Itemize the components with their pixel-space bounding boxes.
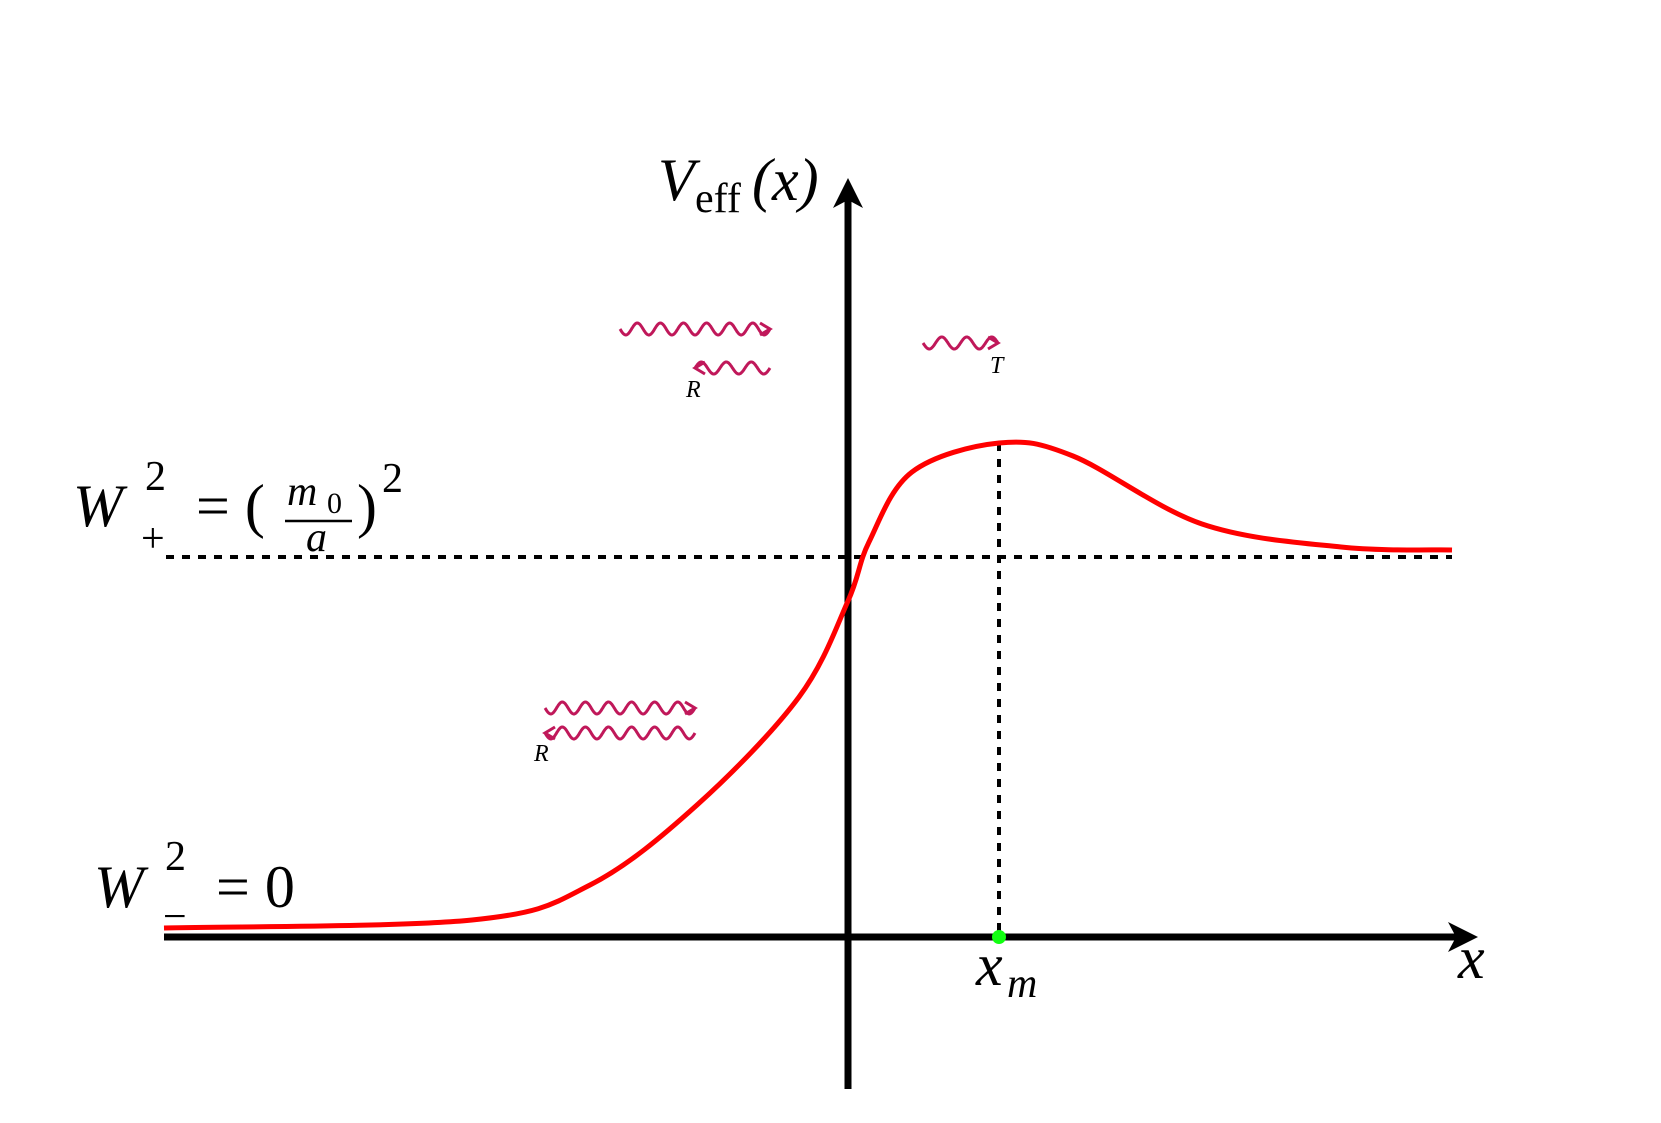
level-power: 2 [382,456,403,502]
level-close: ) [357,473,377,539]
level-equals: = 0 [216,854,295,920]
marker-symbol: x [975,932,1003,998]
level-subscript: − [163,894,187,940]
wave-label: T [990,353,1005,379]
level-subscript: + [141,516,165,562]
level-equals: = ( [196,473,265,539]
fraction-numerator-subscript: 0 [327,487,342,520]
wave-arrow [542,725,697,741]
level-superscript: 2 [165,834,186,880]
wave-arrow [618,321,773,337]
y-axis-arrow [833,178,863,208]
wave-arrow [692,360,772,376]
level-symbol: W [94,854,149,920]
wave-arrow [921,335,1001,351]
fraction-numerator: m [287,469,317,515]
potential-curve [163,439,1453,931]
level-symbol: W [73,473,128,539]
marker-subscript: m [1007,961,1037,1007]
x-axis-label: x [1457,925,1485,991]
level-superscript: 2 [145,454,166,500]
wave-label: R [533,741,549,767]
wave-arrows [542,321,1001,741]
wave-label: R [685,377,701,403]
fraction-denominator: a [306,515,327,561]
y-axis-symbol: V [658,147,701,213]
peak-point [992,930,1006,944]
wave-arrow [543,700,698,716]
x-axis-arrow [1448,922,1478,952]
y-axis-subscript: eff [695,176,741,222]
y-axis-argument: (x) [752,147,819,213]
